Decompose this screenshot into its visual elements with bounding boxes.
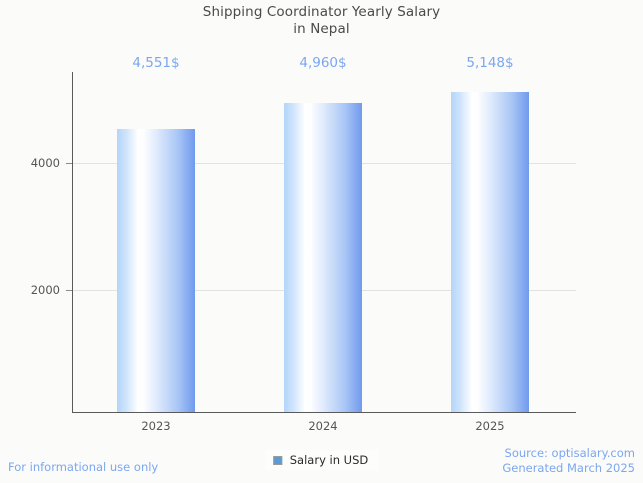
value-label-2023: 4,551$: [132, 55, 180, 71]
tick-mark-2000: [66, 290, 72, 291]
chart-title-line-1: Shipping Coordinator Yearly Salary: [202, 4, 441, 20]
bar-2024[interactable]: [284, 103, 362, 412]
generated-date-text: Generated March 2025: [502, 461, 635, 475]
legend-swatch-icon: [272, 455, 282, 465]
legend-label-salary-in-usd: Salary in USD: [289, 453, 369, 467]
value-label-2025: 5,148$: [466, 55, 514, 71]
xtick-label-2025: 2025: [475, 419, 505, 433]
ytick-label-4000: 4000: [30, 156, 60, 170]
bar-2025[interactable]: [451, 92, 529, 412]
chart-legend[interactable]: Salary in USD: [264, 450, 379, 470]
source-url-text: Source: optisalary.com: [504, 446, 635, 460]
y-axis-line: [72, 72, 73, 413]
disclaimer-text: For informational use only: [8, 460, 159, 474]
x-axis-line: [72, 412, 576, 413]
value-label-2024: 4,960$: [299, 55, 347, 71]
chart-title-line-2: in Nepal: [293, 21, 350, 37]
bar-2023[interactable]: [117, 129, 195, 412]
tick-mark-4000: [66, 163, 72, 164]
chart-title: Shipping Coordinator Yearly Salary in Ne…: [0, 4, 643, 38]
source-attribution: Source: optisalary.com Generated March 2…: [502, 446, 635, 476]
ytick-label-2000: 2000: [30, 283, 60, 297]
xtick-label-2023: 2023: [141, 419, 171, 433]
xtick-label-2024: 2024: [308, 419, 338, 433]
